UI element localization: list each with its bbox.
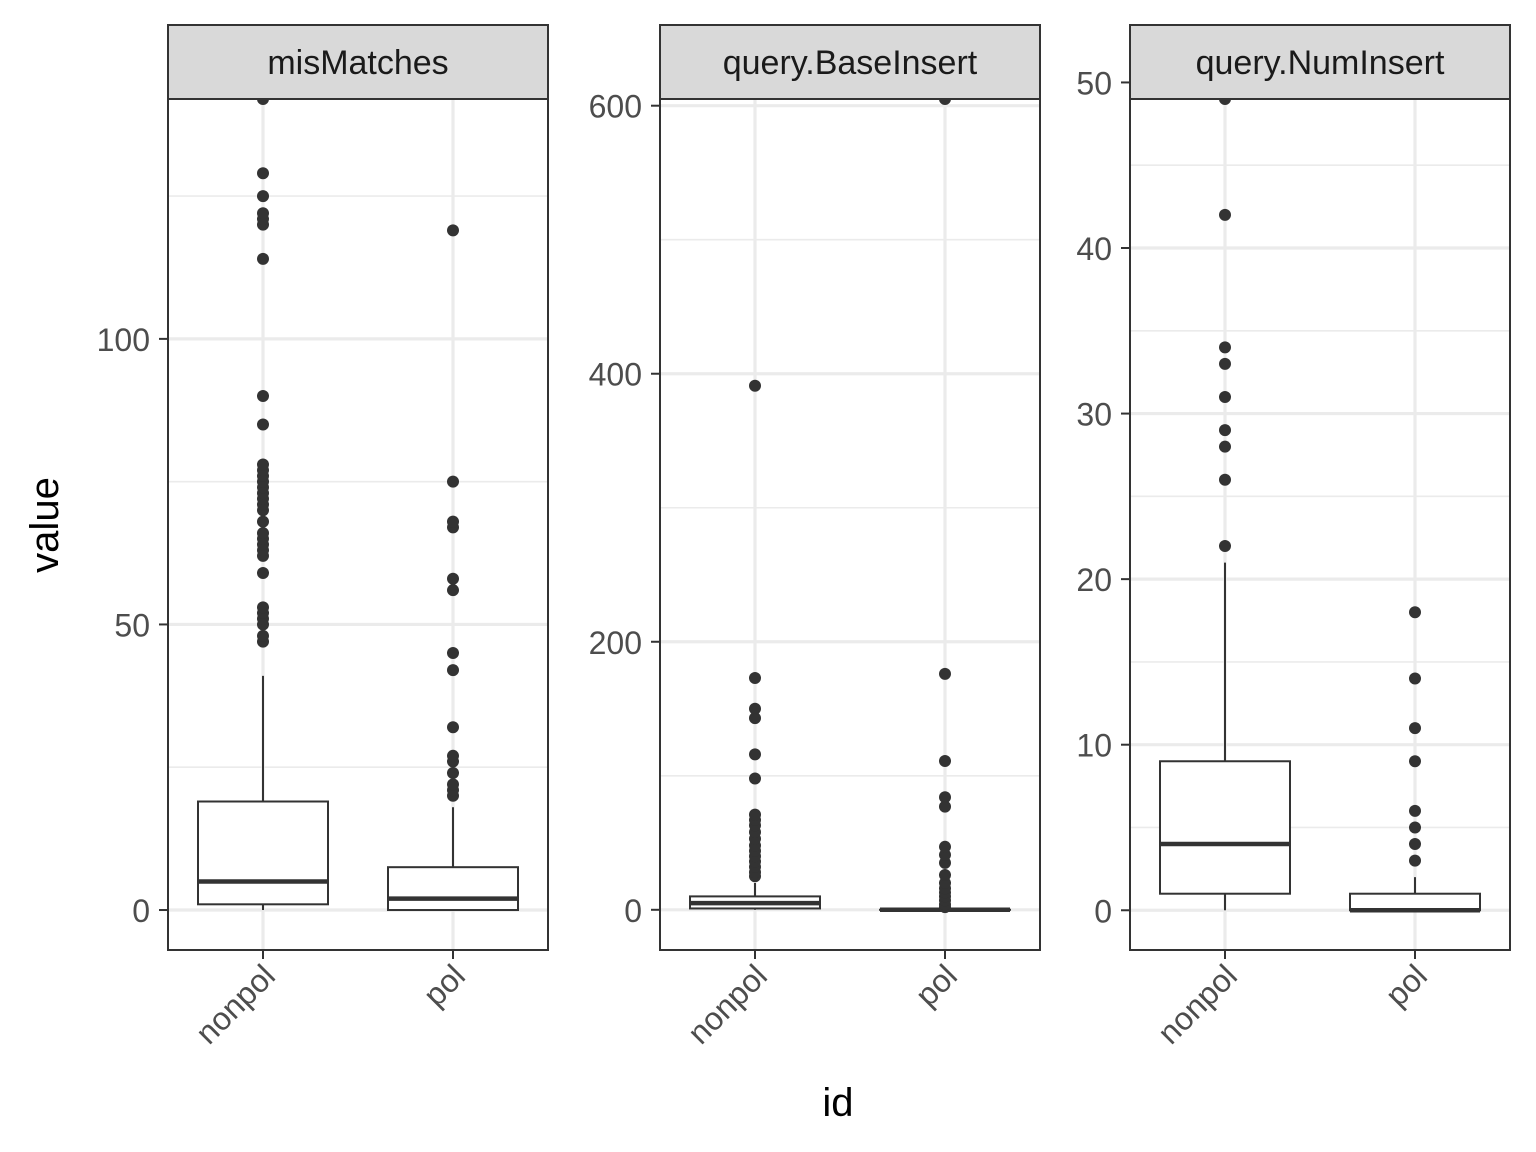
panel-plot-area (660, 99, 1040, 950)
outlier-point (1409, 838, 1421, 851)
panel-plot-area (168, 99, 548, 950)
outlier-point (1219, 357, 1231, 370)
outlier-point (1409, 606, 1421, 619)
outlier-point (447, 584, 459, 597)
y-tick-label: 50 (114, 607, 150, 643)
outlier-point (749, 772, 761, 785)
outlier-point (257, 167, 269, 180)
outlier-point (939, 667, 951, 680)
outlier-point (447, 515, 459, 528)
y-axis-label: value (23, 477, 67, 573)
outlier-point (257, 515, 269, 528)
outlier-point (1219, 391, 1231, 404)
outlier-point (1219, 424, 1231, 437)
outlier-point (1409, 821, 1421, 834)
outlier-point (257, 567, 269, 580)
outlier-point (939, 99, 951, 105)
panel-background (660, 99, 1040, 950)
outlier-point (447, 647, 459, 660)
box-nonpol (1159, 99, 1291, 911)
y-tick-label: 30 (1076, 397, 1112, 433)
outlier-point (447, 572, 459, 585)
outlier-point (749, 671, 761, 684)
outlier-point (447, 721, 459, 734)
outlier-point (1409, 672, 1421, 685)
box-body (1349, 892, 1481, 912)
outlier-point (447, 224, 459, 237)
box-nonpol (197, 99, 329, 911)
panel-plot-area (1130, 99, 1510, 950)
outlier-point (447, 749, 459, 762)
box-body (197, 800, 329, 906)
outlier-point (257, 629, 269, 642)
box-nonpol (689, 379, 821, 910)
facet-strip-label: query.BaseInsert (723, 44, 978, 82)
outlier-point (447, 778, 459, 791)
outlier-point (1219, 440, 1231, 453)
facet-strip-label: misMatches (267, 44, 448, 82)
outlier-point (447, 475, 459, 488)
outlier-point (749, 379, 761, 392)
outlier-point (1219, 473, 1231, 486)
outlier-point (1409, 755, 1421, 768)
box-pol (1349, 606, 1481, 913)
y-tick-label: 0 (1094, 893, 1112, 929)
facet-strip-label: query.NumInsert (1196, 44, 1445, 82)
facet-strip (167, 24, 549, 100)
y-tick-label: 0 (624, 893, 642, 929)
outlier-point (257, 389, 269, 402)
y-tick-label: 20 (1076, 562, 1112, 598)
outlier-point (1409, 722, 1421, 735)
outlier-point (447, 766, 459, 779)
outlier-point (1219, 341, 1231, 354)
y-tick-label: 200 (589, 625, 642, 661)
outlier-point (257, 601, 269, 614)
outlier-point (749, 702, 761, 715)
box-pol (879, 99, 1011, 914)
outlier-point (1219, 99, 1231, 105)
outlier-point (257, 207, 269, 220)
y-tick-label: 50 (1076, 65, 1112, 101)
y-tick-label: 10 (1076, 728, 1112, 764)
y-tick-label: 600 (589, 89, 642, 125)
facet-strip (659, 24, 1041, 100)
box-pol (387, 224, 519, 912)
outlier-point (257, 418, 269, 431)
outlier-point (749, 748, 761, 761)
outlier-point (257, 527, 269, 540)
outlier-point (1409, 804, 1421, 817)
outlier-point (257, 252, 269, 265)
x-axis-label: id (822, 1081, 853, 1125)
outlier-point (749, 808, 761, 821)
outlier-point (939, 755, 951, 768)
outlier-point (939, 800, 951, 813)
outlier-point (257, 99, 269, 105)
box-body (1159, 760, 1291, 895)
y-tick-label: 400 (589, 357, 642, 393)
y-tick-label: 40 (1076, 231, 1112, 267)
outlier-point (1409, 854, 1421, 867)
facet-strip (1129, 24, 1511, 100)
outlier-point (939, 840, 951, 853)
outlier-point (257, 190, 269, 203)
y-tick-label: 100 (97, 322, 150, 358)
y-tick-label: 0 (132, 893, 150, 929)
outlier-point (749, 712, 761, 725)
outlier-point (939, 868, 951, 881)
outlier-point (1219, 540, 1231, 553)
outlier-point (939, 791, 951, 804)
box-body (387, 866, 519, 912)
outlier-point (257, 458, 269, 471)
outlier-point (447, 664, 459, 677)
outlier-point (1219, 208, 1231, 221)
